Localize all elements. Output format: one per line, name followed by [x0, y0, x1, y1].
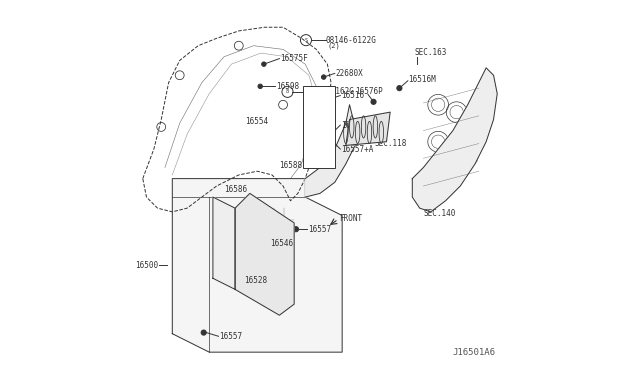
- Text: FRONT: FRONT: [339, 214, 362, 223]
- Circle shape: [293, 227, 299, 232]
- Polygon shape: [172, 179, 342, 352]
- Circle shape: [317, 96, 321, 99]
- Circle shape: [300, 35, 312, 46]
- Text: J16501A6: J16501A6: [453, 348, 496, 357]
- Text: SEC.140: SEC.140: [424, 209, 456, 218]
- Text: 8: 8: [286, 89, 289, 94]
- Text: 16516M: 16516M: [408, 75, 436, 84]
- FancyBboxPatch shape: [303, 86, 335, 167]
- Circle shape: [282, 86, 293, 97]
- Text: S: S: [305, 38, 308, 43]
- Text: SEC.118: SEC.118: [374, 139, 407, 148]
- Text: 16546: 16546: [270, 239, 293, 248]
- Text: 16576P: 16576P: [355, 87, 383, 96]
- Text: 08146-6162G: 08146-6162G: [304, 87, 355, 96]
- Circle shape: [262, 62, 266, 66]
- Polygon shape: [213, 197, 235, 289]
- Text: 16586: 16586: [224, 185, 247, 194]
- Text: 16576E: 16576E: [340, 121, 369, 129]
- Circle shape: [315, 93, 323, 102]
- Polygon shape: [235, 193, 294, 315]
- Text: 16554: 16554: [245, 117, 269, 126]
- Text: (2): (2): [327, 42, 340, 49]
- Text: 16516: 16516: [340, 91, 364, 100]
- Text: (1): (1): [305, 94, 317, 101]
- Text: 16557+A: 16557+A: [340, 145, 373, 154]
- Circle shape: [314, 125, 324, 136]
- Polygon shape: [305, 105, 357, 197]
- Circle shape: [397, 86, 402, 91]
- Text: 08146-6122G: 08146-6122G: [326, 36, 377, 45]
- Text: 16557: 16557: [220, 332, 243, 341]
- Circle shape: [258, 84, 262, 89]
- Text: SEC.163: SEC.163: [414, 48, 447, 57]
- Circle shape: [317, 96, 321, 99]
- Text: 22680X: 22680X: [335, 69, 364, 78]
- Polygon shape: [346, 112, 390, 145]
- Text: 16575F: 16575F: [280, 54, 308, 63]
- Text: 16588: 16588: [278, 161, 302, 170]
- Circle shape: [321, 75, 326, 79]
- Polygon shape: [412, 68, 497, 212]
- Text: 16557: 16557: [308, 225, 331, 234]
- Circle shape: [201, 330, 206, 335]
- Circle shape: [371, 99, 376, 105]
- Text: 16500: 16500: [136, 261, 159, 270]
- Circle shape: [314, 139, 324, 148]
- Text: 16598: 16598: [276, 82, 299, 91]
- Text: 16528: 16528: [244, 276, 268, 285]
